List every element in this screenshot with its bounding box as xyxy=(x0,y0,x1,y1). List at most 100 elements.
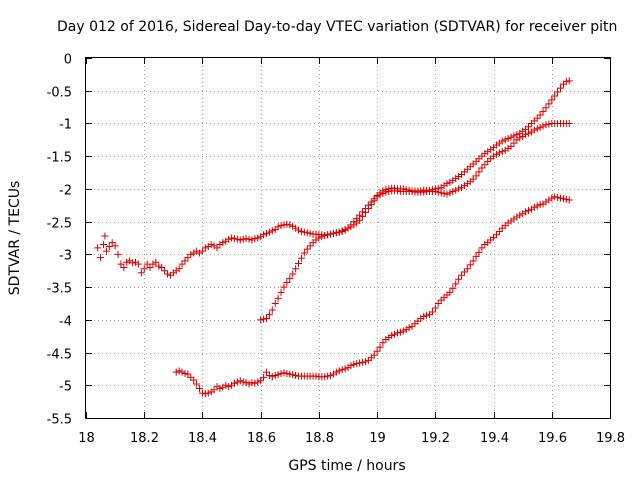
data-point xyxy=(562,78,570,86)
data-point xyxy=(312,372,320,380)
data-point xyxy=(469,257,477,265)
data-point xyxy=(327,371,335,379)
x-tick-label: 18.6 xyxy=(247,431,276,446)
data-point xyxy=(289,270,297,278)
data-point xyxy=(184,254,192,262)
data-point xyxy=(268,373,276,381)
data-point xyxy=(108,239,116,247)
data-point xyxy=(312,230,320,238)
data-point xyxy=(554,88,562,96)
x-tick-label: 19.8 xyxy=(596,431,625,446)
data-point xyxy=(260,315,268,323)
data-point xyxy=(495,227,503,235)
grid xyxy=(86,58,610,418)
data-point xyxy=(111,242,119,250)
data-point xyxy=(393,187,401,195)
data-point xyxy=(530,203,538,211)
data-point xyxy=(434,188,442,196)
data-point xyxy=(99,241,107,249)
data-point xyxy=(420,188,428,196)
data-point xyxy=(324,231,332,239)
data-point xyxy=(344,224,352,232)
data-point xyxy=(184,370,192,378)
chart-title: Day 012 of 2016, Sidereal Day-to-day VTE… xyxy=(57,19,617,35)
data-point xyxy=(201,390,209,398)
data-point xyxy=(492,150,500,158)
data-point xyxy=(280,283,288,291)
data-point xyxy=(533,114,541,122)
data-point xyxy=(449,284,457,292)
data-point xyxy=(507,142,515,150)
data-point xyxy=(391,330,399,338)
data-point xyxy=(446,189,454,197)
data-point xyxy=(228,234,236,242)
data-point xyxy=(181,369,189,377)
x-axis-title: GPS time / hours xyxy=(288,458,405,474)
data-point xyxy=(216,385,224,393)
data-point xyxy=(155,262,163,270)
data-point xyxy=(460,268,468,276)
data-point xyxy=(332,368,340,376)
data-point xyxy=(219,239,227,247)
data-point xyxy=(510,139,518,147)
data-point xyxy=(399,327,407,335)
y-tick-label: -3.5 xyxy=(47,282,72,297)
data-point xyxy=(102,247,110,255)
data-point xyxy=(129,259,137,267)
x-tick-label: 19 xyxy=(369,431,386,446)
data-point xyxy=(341,365,349,373)
data-point xyxy=(248,379,256,387)
data-point xyxy=(286,370,294,378)
data-point xyxy=(181,257,189,265)
data-point xyxy=(318,233,326,241)
data-point xyxy=(504,135,512,143)
data-point xyxy=(545,120,553,128)
data-point xyxy=(283,279,291,287)
series-3 xyxy=(172,193,573,398)
axis-ticks xyxy=(86,58,611,419)
plot-frame xyxy=(85,57,611,419)
data-point xyxy=(565,196,573,204)
data-point xyxy=(498,148,506,156)
y-axis-title: SDTVAR / TECUs xyxy=(7,181,23,296)
data-point xyxy=(262,315,270,323)
y-tick-label: -1 xyxy=(59,118,72,133)
data-point xyxy=(408,188,416,196)
data-point xyxy=(286,221,294,229)
data-point xyxy=(245,235,253,243)
data-point xyxy=(475,168,483,176)
data-point xyxy=(123,258,131,266)
data-point xyxy=(559,195,567,203)
data-point xyxy=(225,383,233,391)
data-point xyxy=(268,227,276,235)
data-point xyxy=(300,228,308,236)
data-point xyxy=(356,359,364,367)
data-point xyxy=(557,194,565,202)
data-point xyxy=(522,131,530,139)
data-point xyxy=(539,108,547,116)
data-point xyxy=(213,244,221,252)
data-point xyxy=(198,247,206,255)
y-tick-label: -1.5 xyxy=(47,151,72,166)
data-point xyxy=(472,172,480,180)
data-point xyxy=(254,378,262,386)
data-point xyxy=(251,379,259,387)
data-point xyxy=(105,243,113,251)
data-point xyxy=(306,242,314,250)
y-tick-label: -2 xyxy=(59,184,72,199)
data-point xyxy=(164,270,172,278)
data-point xyxy=(239,378,247,386)
data-point xyxy=(542,121,550,129)
data-point xyxy=(327,230,335,238)
data-point xyxy=(338,227,346,235)
data-point xyxy=(146,263,154,271)
data-point xyxy=(280,369,288,377)
data-point xyxy=(338,366,346,374)
data-point xyxy=(254,234,262,242)
data-point xyxy=(533,125,541,133)
data-point xyxy=(271,299,279,307)
data-point xyxy=(478,244,486,252)
data-point xyxy=(134,260,142,268)
data-point xyxy=(335,367,343,375)
data-point xyxy=(536,123,544,131)
